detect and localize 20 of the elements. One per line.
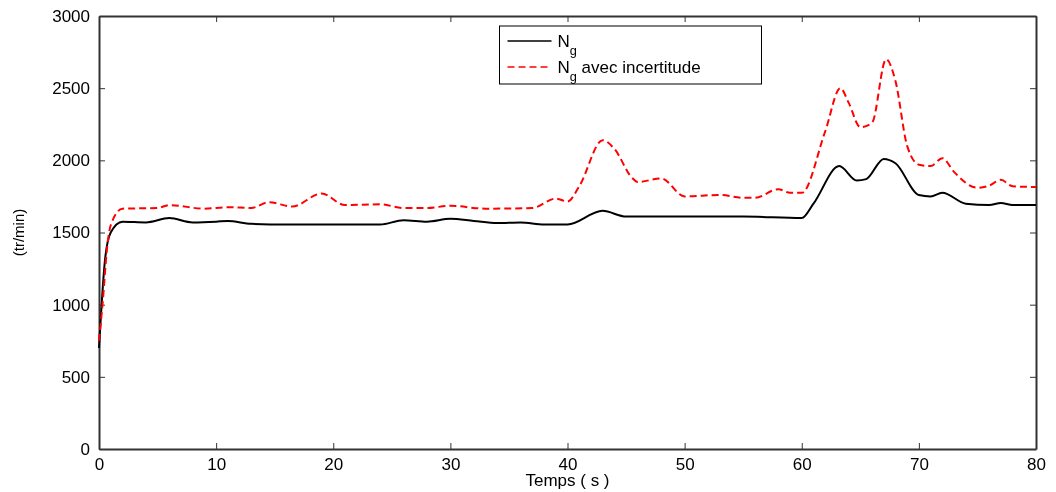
y-tick-label: 500 [61,367,90,387]
x-tick-label: 10 [207,455,227,475]
x-tick-label: 80 [1027,455,1046,475]
y-tick-label: 1500 [52,223,90,243]
line-series [98,58,1037,342]
y-tick-label: 0 [80,439,90,459]
y-tick-label: 2000 [52,151,90,171]
legend-label: N$_{g}$ avec incertitude [557,58,701,84]
x-tick-label: 70 [909,455,929,475]
x-tick-label: 30 [441,455,461,475]
x-tick-label: 60 [792,455,812,475]
x-tick-label: 0 [94,455,105,475]
y-tick-label: 1000 [52,295,90,315]
y-tick-label: 3000 [52,6,90,26]
x-tick-label: 50 [675,455,695,475]
x-tick-label: 20 [324,455,344,475]
line-series [98,157,1037,349]
y-axis-title: (tr/min) [10,208,27,257]
y-tick-label: 2500 [52,79,90,99]
legend-label: N$_{g}$ [557,32,577,58]
